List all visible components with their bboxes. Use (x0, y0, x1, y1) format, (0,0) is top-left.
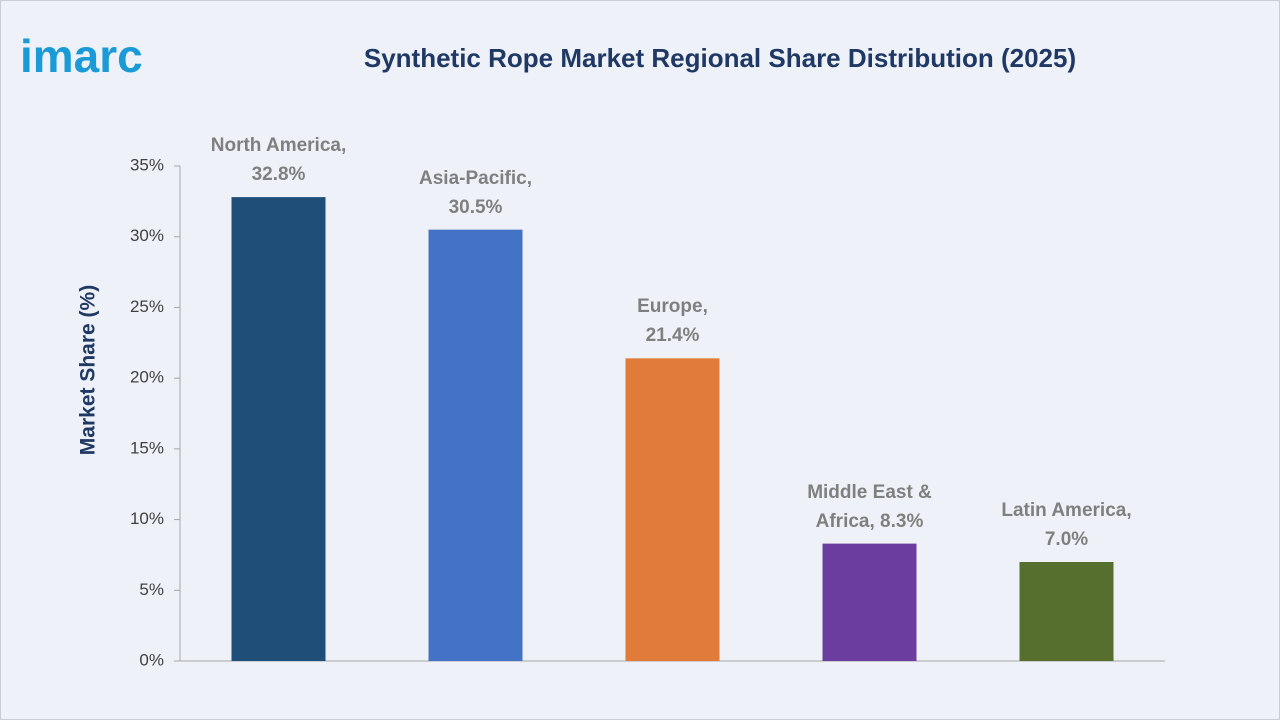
bar (625, 358, 720, 661)
y-tick-label: 35% (130, 155, 164, 174)
data-label: Middle East & Africa, 8.3% (807, 481, 932, 532)
bar (231, 197, 326, 661)
y-tick-label: 25% (130, 297, 164, 316)
chart-title: Synthetic Rope Market Regional Share Dis… (364, 43, 1076, 73)
y-tick-label: 15% (130, 438, 164, 457)
y-axis-label: Market Share (%) (77, 285, 100, 455)
y-tick-label: 5% (139, 580, 164, 599)
y-tick-label: 30% (130, 226, 164, 245)
data-label: Europe, 21.4% (637, 296, 708, 347)
bar (1019, 562, 1114, 661)
logo: imarc (20, 30, 143, 82)
data-label: North America, 32.8% (210, 135, 347, 186)
bar (822, 543, 917, 661)
y-tick-label: 10% (130, 509, 164, 528)
data-label: Asia-Pacific, 30.5% (419, 167, 532, 218)
data-label: Latin America, 7.0% (1001, 500, 1132, 550)
y-tick-label: 0% (139, 650, 164, 669)
bar (428, 229, 523, 661)
y-tick-label: 20% (130, 368, 164, 387)
